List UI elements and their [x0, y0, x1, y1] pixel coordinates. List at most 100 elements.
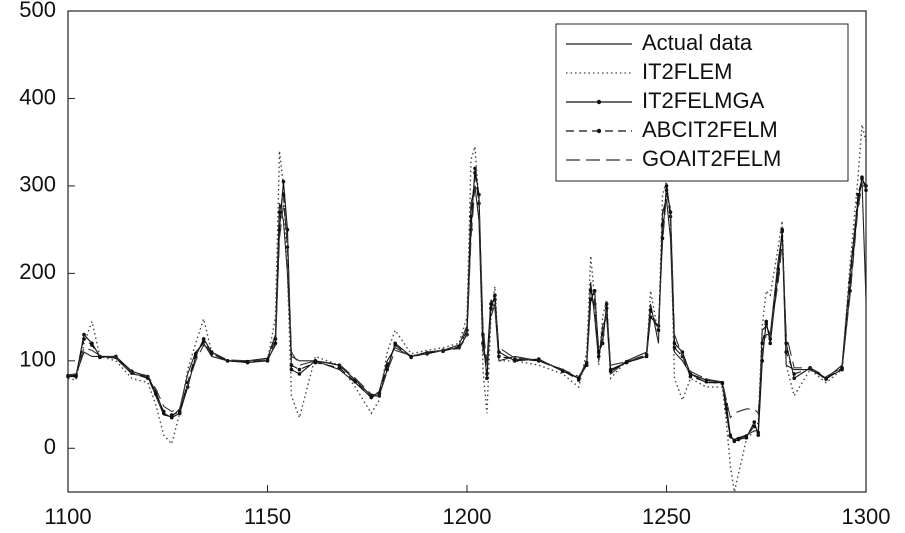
series-marker — [285, 245, 290, 249]
series-marker — [473, 170, 477, 175]
series-marker — [169, 413, 174, 417]
series-marker — [209, 352, 214, 356]
series-marker — [289, 367, 294, 372]
y-tick-label: 0 — [44, 434, 56, 459]
legend-label: IT2FELMGA — [642, 88, 765, 113]
series-marker — [864, 188, 868, 193]
series-marker — [840, 366, 844, 370]
series-marker — [644, 352, 649, 357]
series-marker — [648, 308, 653, 312]
series-marker — [74, 373, 78, 378]
series-marker — [481, 341, 485, 346]
series-marker — [353, 380, 358, 384]
series-marker — [752, 420, 757, 424]
series-marker — [493, 297, 497, 302]
x-tick-label: 1200 — [443, 504, 492, 529]
series-marker — [161, 409, 166, 414]
series-marker — [588, 289, 593, 293]
series-marker — [153, 392, 158, 396]
series-marker — [596, 354, 601, 359]
legend-label: GOAIT2FELM — [642, 146, 781, 171]
series-marker — [592, 289, 597, 293]
series-marker — [513, 357, 517, 361]
legend-label: IT2FLEM — [642, 59, 732, 84]
series-marker — [688, 374, 693, 379]
series-marker — [297, 367, 302, 372]
series-marker — [313, 360, 318, 365]
series-marker — [824, 377, 828, 381]
legend-label: ABCIT2FELM — [642, 117, 778, 142]
series-marker — [856, 192, 860, 197]
series-marker — [245, 359, 250, 364]
series-marker — [485, 372, 489, 376]
series-marker — [752, 424, 757, 429]
series-marker — [297, 372, 302, 376]
series-marker — [201, 337, 206, 341]
series-marker — [385, 363, 390, 367]
legend-label: Actual data — [642, 30, 753, 55]
series-marker — [201, 339, 206, 344]
series-marker — [485, 376, 489, 381]
series-marker — [784, 350, 788, 354]
series-marker — [369, 395, 374, 400]
series-marker — [672, 345, 677, 350]
series-marker — [469, 214, 473, 219]
series-marker — [760, 341, 765, 346]
series-marker — [281, 179, 286, 184]
series-marker — [265, 358, 270, 362]
series-marker — [744, 434, 749, 438]
series-marker — [90, 343, 94, 347]
series-marker — [277, 210, 282, 214]
series-marker — [656, 328, 661, 333]
series-marker — [648, 315, 653, 319]
series-marker — [604, 302, 609, 306]
series-marker — [608, 369, 613, 374]
y-tick-label: 400 — [19, 84, 56, 109]
x-tick-label: 1250 — [642, 504, 691, 529]
series-marker — [792, 372, 796, 376]
series-marker — [337, 363, 342, 367]
series-marker — [728, 434, 733, 438]
series-marker — [98, 355, 102, 360]
series-marker — [82, 332, 86, 337]
series-marker — [624, 359, 629, 364]
y-tick-label: 200 — [19, 259, 56, 284]
series-marker — [576, 378, 581, 382]
series-marker — [768, 341, 773, 346]
series-line — [67, 181, 867, 441]
series-marker — [664, 188, 669, 193]
series-marker — [720, 381, 725, 386]
series-marker — [764, 319, 769, 324]
series-line — [68, 168, 867, 442]
series-marker — [393, 343, 397, 347]
series-marker — [193, 352, 198, 356]
series-marker — [489, 302, 493, 306]
x-tick-label: 1150 — [244, 504, 291, 529]
y-tick-label: 100 — [19, 347, 56, 372]
y-tick-label: 300 — [19, 172, 56, 197]
series-marker — [82, 337, 86, 341]
legend-marker — [596, 128, 602, 134]
series-marker — [289, 363, 294, 367]
series-marker — [273, 337, 278, 341]
y-tick-label: 500 — [19, 0, 56, 22]
series-marker — [337, 366, 342, 370]
series-marker — [732, 438, 737, 443]
series-marker — [704, 380, 709, 384]
x-tick-label: 1300 — [842, 504, 891, 529]
series-marker — [225, 359, 230, 363]
series-marker — [169, 415, 174, 420]
series-marker — [764, 322, 769, 326]
series-line — [67, 185, 866, 419]
series-marker — [473, 166, 477, 171]
series-marker — [604, 306, 609, 311]
series-marker — [756, 433, 761, 437]
series-marker — [177, 409, 182, 414]
series-marker — [584, 360, 589, 365]
series-marker — [780, 229, 785, 234]
series-marker — [756, 430, 761, 435]
series-line — [68, 172, 867, 442]
x-tick-label: 1100 — [44, 504, 91, 529]
series-marker — [768, 337, 773, 341]
